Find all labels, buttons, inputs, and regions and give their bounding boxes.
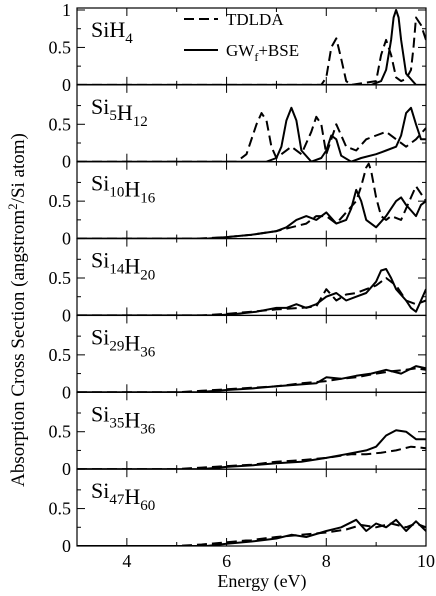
panel-label-element: H [117, 100, 133, 125]
y-tick-label: 0 [62, 229, 71, 249]
panel-curves [77, 9, 426, 85]
tdlda-line [77, 112, 426, 162]
panel-label-subscript: 16 [140, 191, 156, 207]
y-tick-label: 0 [62, 382, 71, 402]
panel-label-subscript: 35 [109, 415, 124, 431]
panels-group: 00.51SiH400.5Si5H1200.5Si10H1600.5Si14H2… [49, 0, 436, 571]
x-tick-label: 6 [222, 551, 231, 571]
panel-label: Si47H60 [91, 478, 155, 514]
panel-curves [77, 106, 426, 162]
panel-label-element: Si [91, 171, 109, 196]
gwbse-line [77, 365, 426, 393]
panel-label-subscript: 12 [133, 114, 148, 130]
panel-label-element: H [124, 407, 140, 432]
x-tick-label: 10 [417, 551, 435, 571]
y-tick-label: 0 [62, 75, 71, 95]
panel-label-element: Si [91, 248, 109, 273]
panel-label-subscript: 10 [109, 185, 124, 201]
y-tick-label: 1 [62, 0, 71, 20]
panel-label-element: H [124, 330, 140, 355]
y-tick-label: 0.5 [49, 345, 72, 365]
y-tick-label: 0.5 [49, 422, 72, 442]
x-axis-title: Energy (eV) [217, 571, 306, 592]
y-axis-title-sup: 2 [5, 203, 20, 210]
tdlda-line [77, 522, 426, 546]
panel-label-subscript: 36 [140, 421, 156, 437]
gwbse-line [77, 518, 426, 546]
panel-curves [77, 162, 426, 239]
panel-si35h36: 0 0.5 Si35H36 [49, 391, 427, 479]
panel-si29h36: 0 0.5 Si29H36 [49, 314, 427, 402]
panel-label-element: H [124, 484, 140, 509]
panel-frame [76, 468, 427, 547]
svg-text:Absorption Cross Section (angs: Absorption Cross Section (angstrom2/Si a… [5, 133, 29, 487]
panel-label-subscript: 60 [140, 498, 155, 514]
y-tick-label: 0 [62, 152, 71, 172]
panel-label-subscript: 47 [109, 492, 125, 508]
panel-si5h12: 0 0.5 Si5H12 [49, 84, 427, 172]
panel-label-subscript: 36 [140, 344, 156, 360]
panel-label: Si35H36 [91, 401, 156, 437]
panel-si47h60: 0 0.5 Si47H60 4 6 8 10 [49, 468, 435, 571]
panel-label-element: Si [91, 324, 109, 349]
panel-label: SiH4 [91, 17, 133, 47]
panel-label: Si5H12 [91, 94, 148, 130]
panel-label-subscript: 5 [109, 108, 117, 124]
y-tick-label: 0.5 [49, 268, 72, 288]
tdlda-line [77, 367, 426, 393]
panel-curves [77, 429, 426, 470]
tdlda-line [77, 445, 426, 470]
y-tick-label: 0 [62, 459, 71, 479]
legend-label-tdlda: TDLDA [226, 10, 284, 29]
panel-label-element: H [124, 254, 140, 279]
gwbse-line [77, 188, 426, 239]
panel-label-subscript: 4 [125, 31, 133, 47]
panel-label-element: Si [91, 478, 109, 503]
y-tick-label: 0.5 [49, 191, 72, 211]
panel-label-subscript: 29 [109, 338, 124, 354]
panel-curves [77, 268, 426, 316]
panel-curves [77, 365, 426, 393]
panel-label-element: Si [91, 94, 109, 119]
panel-label-subscript: 14 [109, 262, 125, 278]
panel-si14h20: 0 0.5 Si14H20 [49, 237, 427, 325]
panel-si10h16: 0 0.5 Si10H16 [49, 161, 427, 249]
panel-label: Si14H20 [91, 248, 155, 284]
panel-curves [77, 518, 426, 546]
gwbse-line [77, 9, 426, 85]
y-axis-title: Absorption Cross Section (angstrom2/Si a… [5, 133, 29, 487]
gwbse-line [77, 429, 426, 470]
y-axis-title-main: Absorption Cross Section (angstrom [8, 210, 29, 487]
x-tick-label: 8 [322, 551, 331, 571]
y-tick-label: 0.5 [49, 114, 72, 134]
gwbse-line [77, 106, 426, 162]
y-tick-label: 0.5 [49, 37, 72, 57]
panel-label-element: H [124, 177, 140, 202]
panel-label-element: Si [91, 401, 109, 426]
x-tick-label: 4 [122, 551, 131, 571]
panel-label: Si10H16 [91, 171, 156, 207]
legend: TDLDA GWf+BSE [184, 10, 299, 64]
panel-label-element: Si [91, 17, 109, 42]
y-axis-title-tail: /Si atom) [8, 133, 29, 203]
tdlda-line [77, 16, 426, 85]
panel-label-element: H [109, 17, 125, 42]
y-tick-label: 0.5 [49, 499, 72, 519]
panel-label: Si29H36 [91, 324, 156, 360]
gwbse-line [77, 268, 426, 316]
panel-label-subscript: 20 [140, 268, 155, 284]
y-tick-label: 0 [62, 536, 71, 556]
legend-label-gwbse: GWf+BSE [226, 41, 299, 64]
y-tick-label: 0 [62, 305, 71, 325]
